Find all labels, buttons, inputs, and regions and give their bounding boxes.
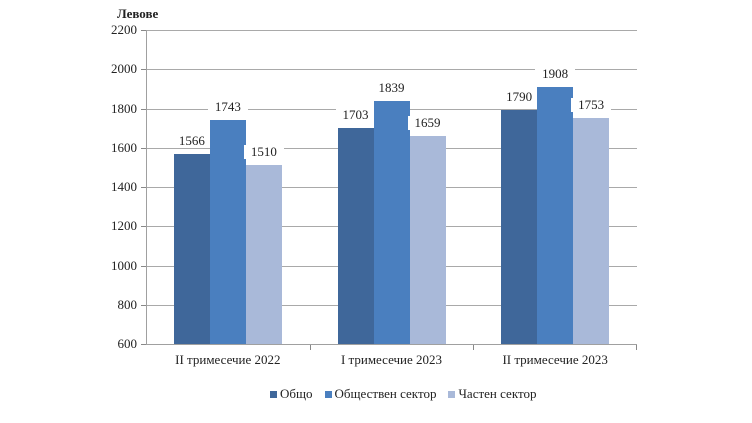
y-axis-title: Левове xyxy=(117,6,159,21)
bar xyxy=(537,87,574,344)
value-label: 1510 xyxy=(243,145,284,160)
y-tick-mark xyxy=(141,226,146,227)
bar xyxy=(501,110,538,344)
y-tick-mark xyxy=(141,266,146,267)
y-tick-mark xyxy=(141,305,146,306)
legend-item-private: Частен сектор xyxy=(448,386,536,402)
y-tick-label: 2000 xyxy=(111,61,137,76)
legend-label: Общо xyxy=(280,386,313,401)
x-category-label: II тримесечие 2023 xyxy=(502,352,608,367)
value-label: 1703 xyxy=(335,107,376,122)
y-tick-label: 1000 xyxy=(111,258,137,273)
x-tick-mark xyxy=(636,345,637,350)
value-label: 1743 xyxy=(207,99,248,114)
bar xyxy=(573,117,610,344)
legend-label: Частен сектор xyxy=(458,386,537,401)
y-tick-mark xyxy=(141,30,146,31)
bar xyxy=(173,154,210,344)
x-category-label: II тримесечие 2022 xyxy=(175,352,281,367)
legend-swatch-icon xyxy=(270,390,277,398)
legend-item-public: Обществен сектор xyxy=(324,386,437,402)
y-tick-mark xyxy=(141,344,146,345)
x-axis-line xyxy=(146,344,637,345)
gridline xyxy=(146,69,637,70)
value-label: 1753 xyxy=(571,97,612,112)
legend: Общо Обществен сектор Частен сектор xyxy=(270,386,536,402)
y-tick-mark xyxy=(141,109,146,110)
legend-label: Обществен сектор xyxy=(334,386,437,401)
gridline xyxy=(146,30,637,31)
y-tick-label: 1200 xyxy=(111,218,137,233)
value-label: 1566 xyxy=(171,134,212,149)
y-tick-label: 2200 xyxy=(111,22,137,37)
value-label: 1790 xyxy=(499,90,540,105)
legend-item-total: Общо xyxy=(270,386,313,402)
legend-swatch-icon xyxy=(324,390,332,398)
value-label: 1659 xyxy=(407,116,448,131)
y-tick-label: 1600 xyxy=(111,140,137,155)
y-tick-label: 1400 xyxy=(111,179,137,194)
legend-swatch-icon xyxy=(448,390,456,398)
y-tick-mark xyxy=(141,148,146,149)
y-tick-label: 800 xyxy=(117,297,138,312)
value-label: 1908 xyxy=(535,67,576,82)
y-tick-label: 1800 xyxy=(111,101,137,116)
y-tick-label: 600 xyxy=(117,336,138,351)
x-tick-mark xyxy=(473,345,474,350)
bar xyxy=(209,119,246,344)
bar xyxy=(337,127,374,344)
y-axis-line xyxy=(146,30,147,345)
bar xyxy=(373,100,410,344)
x-tick-mark xyxy=(310,345,311,350)
bar xyxy=(409,136,446,344)
value-label: 1839 xyxy=(371,80,412,95)
y-tick-mark xyxy=(141,69,146,70)
y-tick-mark xyxy=(141,187,146,188)
x-category-label: I тримесечие 2023 xyxy=(340,352,443,367)
bar xyxy=(245,165,282,344)
